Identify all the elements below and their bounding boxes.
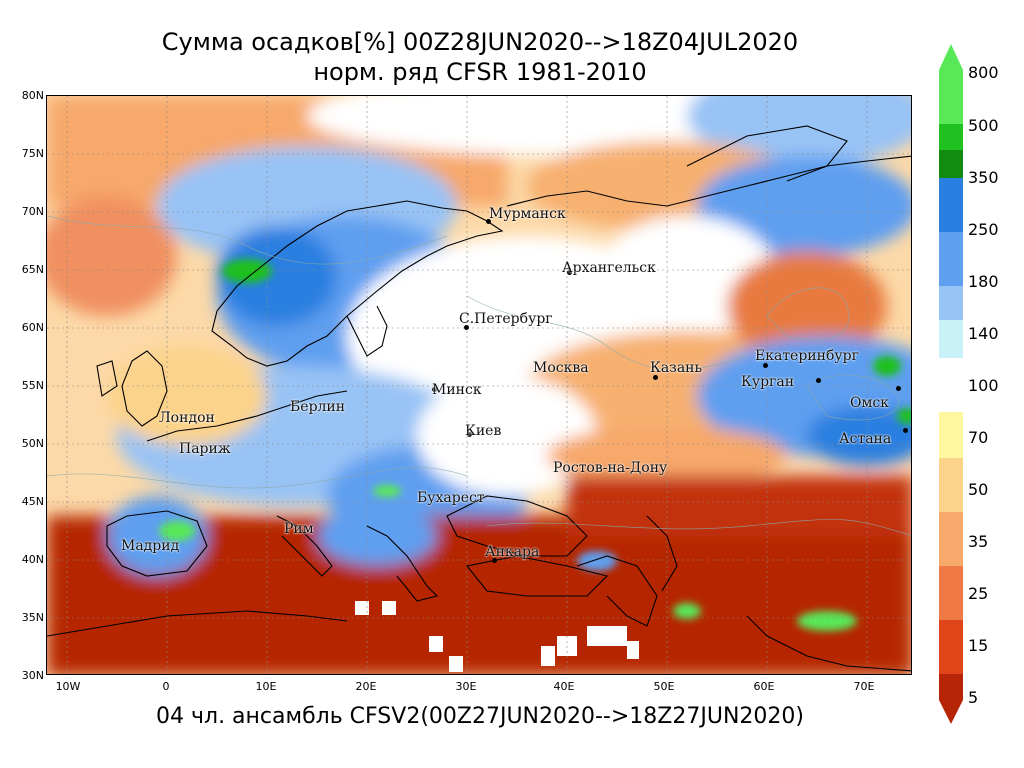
- lat-label-75n: 75N: [21, 147, 44, 160]
- lon-label-50e: 50E: [653, 680, 675, 693]
- city-label-murmansk: Мурманск: [489, 206, 566, 222]
- colorbar-band: [939, 150, 963, 178]
- colorbar-bottom-arrow: [939, 700, 963, 724]
- city-dot-murmansk: [486, 219, 491, 224]
- lat-label-65n: 65N: [21, 263, 44, 276]
- city-label-kyiv: Киев: [465, 423, 502, 439]
- city-dot-kurgan: [816, 378, 821, 383]
- precipitation-field: [47, 96, 911, 674]
- colorbar-label-35: 35: [968, 532, 989, 551]
- city-dot-ankara: [492, 558, 497, 563]
- colorbar-band: [939, 320, 963, 358]
- city-label-rome: Рим: [284, 521, 314, 537]
- lat-label-60n: 60N: [21, 321, 44, 334]
- colorbar-label-250: 250: [968, 220, 999, 239]
- colorbar-band: [939, 232, 963, 286]
- city-label-bucharest: Бухарест: [417, 490, 485, 506]
- city-label-berlin: Берлин: [290, 399, 346, 415]
- colorbar-band: [939, 458, 963, 512]
- lat-label-30n: 30N: [21, 669, 44, 682]
- city-dot-arkhangelsk: [567, 270, 572, 275]
- colorbar: [939, 44, 963, 724]
- city-dot-yekaterinburg: [763, 363, 768, 368]
- colorbar-label-800: 800: [968, 63, 999, 82]
- lon-label-70e: 70E: [853, 680, 875, 693]
- lon-label-60e: 60E: [753, 680, 775, 693]
- colorbar-band: [939, 512, 963, 566]
- city-dot-astana: [903, 428, 908, 433]
- lon-label-10e: 10E: [255, 680, 277, 693]
- city-label-omsk: Омск: [850, 395, 889, 411]
- city-label-rostov: Ростов-на-Дону: [553, 460, 668, 476]
- city-label-kazan: Казань: [650, 360, 703, 376]
- city-dot-kazan: [653, 375, 658, 380]
- map-title: Сумма осадков[%] 00Z28JUN2020-->18Z04JUL…: [161, 28, 799, 56]
- colorbar-band: [939, 566, 963, 620]
- colorbar-label-5: 5: [968, 688, 979, 707]
- colorbar-label-50: 50: [968, 480, 989, 499]
- colorbar-label-25: 25: [968, 584, 989, 603]
- lon-label-30e: 30E: [455, 680, 477, 693]
- city-label-minsk: Минск: [432, 382, 482, 398]
- city-label-ankara: Анкара: [485, 544, 540, 560]
- lat-label-45n: 45N: [21, 495, 44, 508]
- lon-label-10w: 10W: [55, 680, 81, 693]
- city-label-kurgan: Курган: [741, 374, 795, 390]
- colorbar-top-arrow: [939, 44, 963, 70]
- coastlines: [47, 125, 911, 672]
- colorbar-label-15: 15: [968, 636, 989, 655]
- colorbar-band: [939, 70, 963, 124]
- city-dot-omsk: [896, 386, 901, 391]
- colorbar-label-350: 350: [968, 168, 999, 187]
- city-label-yekaterinburg: Екатеринбург: [755, 348, 859, 364]
- city-label-arkhangelsk: Архангельск: [562, 260, 656, 276]
- city-label-astana: Астана: [839, 431, 892, 447]
- lat-label-80n: 80N: [21, 89, 44, 102]
- lat-label-55n: 55N: [21, 379, 44, 392]
- lat-label-50n: 50N: [21, 437, 44, 450]
- colorbar-label-100: 100: [968, 376, 999, 395]
- map-title-normals: норм. ряд CFSR 1981-2010: [313, 58, 647, 86]
- city-label-london: Лондон: [159, 410, 215, 426]
- colorbar-band: [939, 674, 963, 700]
- graticule: [47, 96, 911, 674]
- lat-label-35n: 35N: [21, 611, 44, 624]
- colorbar-label-180: 180: [968, 272, 999, 291]
- lon-label-0: 0: [162, 680, 170, 693]
- lat-label-40n: 40N: [21, 553, 44, 566]
- ensemble-subtitle: 04 чл. ансамбль CFSV2(00Z27JUN2020-->18Z…: [156, 704, 804, 729]
- colorbar-band: [939, 620, 963, 674]
- city-label-st-petersburg: С.Петербург: [459, 311, 553, 327]
- lon-label-20e: 20E: [355, 680, 377, 693]
- city-dot-kyiv: [467, 432, 472, 437]
- city-dot-minsk: [432, 387, 437, 392]
- colorbar-label-70: 70: [968, 428, 989, 447]
- contour-lines: [47, 215, 911, 536]
- colorbar-label-500: 500: [968, 116, 999, 135]
- city-label-paris: Париж: [179, 441, 231, 457]
- missing-data-cells: [355, 601, 639, 672]
- lon-label-40e: 40E: [553, 680, 575, 693]
- colorbar-band: [939, 412, 963, 458]
- precipitation-map: Мурманск Архангельск С.Петербург Москва …: [46, 95, 912, 675]
- city-label-madrid: Мадрид: [121, 538, 180, 554]
- lat-label-70n: 70N: [21, 205, 44, 218]
- city-dot-st-petersburg: [464, 325, 469, 330]
- colorbar-label-140: 140: [968, 324, 999, 343]
- colorbar-band: [939, 286, 963, 320]
- colorbar-band: [939, 178, 963, 232]
- city-label-moscow: Москва: [533, 360, 589, 376]
